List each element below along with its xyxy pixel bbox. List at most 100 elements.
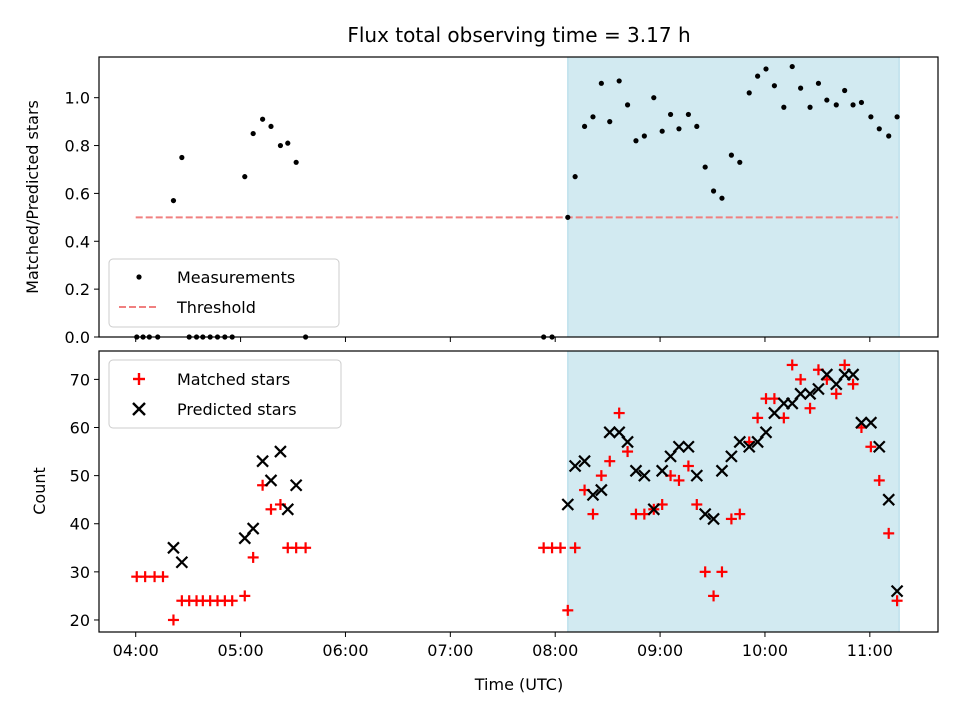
measurement-point xyxy=(868,114,874,120)
y-tick-label: 20 xyxy=(70,611,90,630)
predicted-point xyxy=(655,464,669,478)
predicted-point xyxy=(595,483,608,497)
predicted-point xyxy=(561,498,575,511)
x-tick-label: 09:00 xyxy=(637,641,683,660)
matched-point xyxy=(752,412,764,424)
predicted-point xyxy=(281,503,295,516)
matched-point xyxy=(622,446,634,458)
measurement-point xyxy=(771,83,777,89)
predicted-point xyxy=(578,454,591,468)
matched-point xyxy=(873,474,885,486)
measurement-points xyxy=(134,63,900,340)
measurement-point xyxy=(755,73,761,79)
y-tick-label: 50 xyxy=(70,467,90,486)
measurement-point xyxy=(581,123,588,130)
measurement-point xyxy=(565,214,571,220)
matched-point xyxy=(682,460,694,472)
measurement-point xyxy=(886,133,892,139)
matched-point xyxy=(554,542,566,554)
measurement-point xyxy=(651,95,657,101)
matched-point xyxy=(139,571,151,583)
matched-point xyxy=(847,378,859,390)
matched-point xyxy=(167,614,179,626)
y-tick-label: 40 xyxy=(70,515,90,534)
legend-predicted-marker xyxy=(132,402,146,416)
legend-matched-marker xyxy=(133,373,145,385)
measurement-point xyxy=(781,104,787,110)
top-shaded-region xyxy=(567,56,900,338)
bottom-axes-frame xyxy=(98,350,939,633)
measurement-point xyxy=(277,142,284,149)
top-panel: 0.0 0.2 0.4 0.6 0.8 1.0 Matched/Predicted sta… xyxy=(23,56,939,347)
x-axis-label: Time (UTC) xyxy=(474,675,563,694)
measurement-point xyxy=(170,197,177,204)
predicted-point xyxy=(794,387,807,401)
predicted-point xyxy=(715,464,729,478)
bottom-x-ticks: 04:00 05:00 06:00 07:00 08:00 09:00 10:00 11:00 xyxy=(113,632,893,660)
measurement-point xyxy=(179,154,185,161)
predicted-point xyxy=(289,478,303,492)
predicted-point xyxy=(707,512,720,526)
predicted-point xyxy=(682,440,695,454)
measurement-point xyxy=(242,174,248,180)
measurement-point xyxy=(728,152,734,158)
measurement-point xyxy=(641,133,647,139)
measurement-point xyxy=(815,80,822,86)
matched-point xyxy=(891,595,903,607)
matched-point xyxy=(830,388,842,400)
predicted-point xyxy=(855,416,868,429)
measurement-point xyxy=(607,119,613,125)
measurement-point xyxy=(789,63,795,70)
matched-point xyxy=(691,498,703,510)
predicted-point xyxy=(820,368,834,381)
legend-matched-label: Matched stars xyxy=(177,370,290,389)
predicted-point xyxy=(733,435,747,449)
measurement-point xyxy=(710,188,717,194)
measurement-point xyxy=(624,102,631,108)
matched-point xyxy=(587,508,599,520)
predicted-point xyxy=(742,440,756,454)
matched-point xyxy=(613,407,625,419)
legend-predicted-label: Predicted stars xyxy=(177,400,297,419)
y-tick-label: 70 xyxy=(70,370,90,389)
matched-point xyxy=(290,542,302,554)
predicted-point xyxy=(256,454,269,468)
matched-point xyxy=(604,455,616,467)
matched-points xyxy=(131,359,903,626)
predicted-point xyxy=(568,459,582,473)
top-legend: Measurements Threshold xyxy=(108,258,340,328)
x-tick-label: 10:00 xyxy=(742,641,788,660)
measurement-point xyxy=(824,97,830,103)
top-y-ticks: 0.0 0.2 0.4 0.6 0.8 1.0 xyxy=(65,89,99,347)
x-tick-label: 04:00 xyxy=(113,641,159,660)
matched-point xyxy=(157,571,169,583)
matched-point xyxy=(804,402,816,414)
measurement-point xyxy=(676,126,682,132)
measurement-point xyxy=(685,111,691,118)
matched-point xyxy=(734,508,746,520)
measurement-point xyxy=(842,87,848,94)
predicted-point xyxy=(672,440,686,454)
measurement-point xyxy=(746,90,752,96)
matched-point xyxy=(595,470,607,482)
predicted-point xyxy=(586,488,600,502)
predicted-point xyxy=(274,445,287,458)
predicted-point xyxy=(759,426,773,439)
predicted-point xyxy=(846,368,860,381)
measurement-point xyxy=(633,138,639,144)
measurement-point xyxy=(850,102,856,108)
matched-point xyxy=(699,566,711,578)
y-tick-label: 0.2 xyxy=(65,280,90,299)
measurement-point xyxy=(702,164,708,170)
predicted-point xyxy=(768,406,781,420)
measurement-point xyxy=(590,114,596,120)
predicted-point xyxy=(725,450,738,463)
measurement-point xyxy=(807,104,813,110)
x-tick-label: 11:00 xyxy=(847,641,893,660)
matched-point xyxy=(865,441,877,453)
measurement-point xyxy=(833,102,839,108)
measurement-point xyxy=(268,123,274,130)
matched-point xyxy=(673,474,685,486)
top-x-ticks xyxy=(135,337,871,342)
matched-point xyxy=(716,566,728,578)
